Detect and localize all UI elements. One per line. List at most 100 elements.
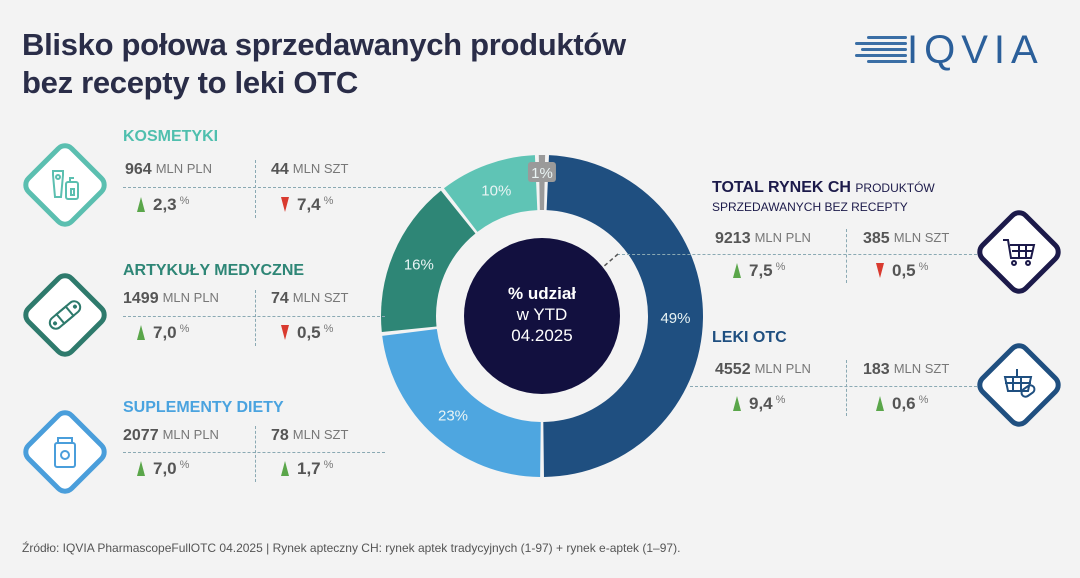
change-pln: 9,4 bbox=[749, 394, 773, 413]
cosmetics-icon bbox=[52, 170, 79, 200]
category-title: ARTYKUŁY MEDYCZNE bbox=[123, 262, 305, 279]
segment-label-bg bbox=[527, 162, 556, 182]
iqvia-logo: IQVIA bbox=[855, 28, 1070, 75]
pct-unit: % bbox=[323, 323, 334, 335]
value-szt: 44 bbox=[271, 161, 289, 178]
donut-label-1: 49% bbox=[660, 310, 690, 327]
donut-label-5: 1% bbox=[531, 165, 553, 182]
kosmetyki-icon-frame bbox=[18, 138, 112, 232]
leki-icon-frame bbox=[972, 338, 1066, 432]
column-divider bbox=[846, 229, 847, 283]
pct-unit: % bbox=[775, 394, 786, 406]
category-title: TOTAL RYNEK CH bbox=[712, 179, 851, 196]
value-pln: 4552 bbox=[715, 361, 751, 378]
pct-unit: % bbox=[179, 195, 190, 207]
supplement-jar-icon bbox=[54, 437, 76, 468]
arrow-down-icon bbox=[281, 325, 289, 340]
donut-segment-3 bbox=[381, 190, 476, 332]
unit-szt: MLN SZT bbox=[292, 427, 349, 442]
connector-total bbox=[617, 254, 982, 255]
arrow-up-icon bbox=[876, 396, 884, 411]
title-line-1: Blisko połowa sprzedawanych produktów bbox=[22, 27, 626, 62]
value-szt: 183 bbox=[863, 361, 890, 378]
value-pln: 1499 bbox=[123, 290, 159, 307]
column-divider bbox=[846, 360, 847, 416]
value-pln: 9213 bbox=[715, 230, 751, 247]
arrow-up-icon bbox=[137, 325, 145, 340]
column-divider bbox=[255, 160, 256, 218]
source-footnote: Źródło: IQVIA PharmascopeFullOTC 04.2025… bbox=[22, 541, 681, 555]
pct-unit: % bbox=[179, 323, 190, 335]
pct-unit: % bbox=[775, 261, 786, 273]
arrow-up-icon bbox=[137, 461, 145, 476]
donut-segment-4 bbox=[443, 155, 538, 232]
donut-segment-2 bbox=[382, 329, 541, 477]
change-szt: 0,5 bbox=[892, 261, 916, 280]
category-subtitle: PRODUKTÓW bbox=[855, 181, 935, 195]
value-szt: 78 bbox=[271, 427, 289, 444]
arrow-up-icon bbox=[733, 396, 741, 411]
center-line-1: % udział bbox=[507, 284, 576, 303]
arrow-up-icon bbox=[137, 197, 145, 212]
unit-szt: MLN SZT bbox=[893, 361, 950, 376]
value-pln: 964 bbox=[125, 161, 152, 178]
connector-kosmetyki bbox=[123, 187, 441, 188]
pct-unit: % bbox=[323, 195, 334, 207]
artykuly-icon-frame bbox=[18, 268, 112, 362]
unit-szt: MLN SZT bbox=[893, 230, 950, 245]
pct-unit: % bbox=[918, 261, 929, 273]
category-title: LEKI OTC bbox=[712, 329, 787, 346]
category-title: SUPLEMENTY DIETY bbox=[123, 399, 284, 416]
unit-pln: MLN PLN bbox=[754, 361, 811, 376]
unit-pln: MLN PLN bbox=[162, 427, 219, 442]
unit-szt: MLN SZT bbox=[292, 161, 349, 176]
column-divider bbox=[255, 290, 256, 346]
change-pln: 2,3 bbox=[153, 195, 177, 214]
logo-bars-icon bbox=[855, 36, 915, 66]
change-pln: 7,5 bbox=[749, 261, 773, 280]
suplementy-icon-frame bbox=[18, 405, 112, 499]
unit-pln: MLN PLN bbox=[162, 290, 219, 305]
donut-segment-1 bbox=[543, 155, 704, 477]
connector-suplementy bbox=[123, 452, 385, 453]
change-szt: 0,6 bbox=[892, 394, 916, 413]
center-line-2: w YTD bbox=[516, 305, 568, 324]
change-szt: 0,5 bbox=[297, 323, 321, 342]
unit-pln: MLN PLN bbox=[155, 161, 213, 176]
arrow-down-icon bbox=[281, 197, 289, 212]
donut-label-3: 16% bbox=[404, 256, 434, 273]
category-title: KOSMETYKI bbox=[123, 128, 219, 145]
value-szt: 385 bbox=[863, 230, 890, 247]
arrow-up-icon bbox=[733, 263, 741, 278]
center-line-3: 04.2025 bbox=[511, 326, 573, 345]
unit-szt: MLN SZT bbox=[292, 290, 349, 305]
connector-leki bbox=[690, 386, 982, 387]
change-pln: 7,0 bbox=[153, 459, 177, 478]
arrow-up-icon bbox=[281, 461, 289, 476]
basket-pills-icon bbox=[1003, 369, 1036, 398]
change-szt: 7,4 bbox=[297, 195, 321, 214]
title-line-2: bez recepty to leki OTC bbox=[22, 65, 358, 100]
value-pln: 2077 bbox=[123, 427, 159, 444]
donut-label-4: 10% bbox=[481, 183, 511, 200]
bandage-icon bbox=[48, 300, 82, 330]
unit-pln: MLN PLN bbox=[754, 230, 811, 245]
logo-text: IQVIA bbox=[907, 28, 1044, 72]
total-icon-frame bbox=[972, 205, 1066, 299]
category-subtitle-2: SPRZEDAWANYCH BEZ RECEPTY bbox=[712, 200, 908, 214]
pct-unit: % bbox=[323, 459, 334, 471]
page-title: Blisko połowa sprzedawanych produktów be… bbox=[22, 26, 626, 102]
value-szt: 74 bbox=[271, 290, 289, 307]
pct-unit: % bbox=[179, 459, 190, 471]
change-szt: 1,7 bbox=[297, 459, 321, 478]
column-divider bbox=[255, 426, 256, 482]
pct-unit: % bbox=[918, 394, 929, 406]
donut-center-label: % udział w YTD 04.2025 bbox=[464, 238, 620, 394]
connector-artykuly bbox=[123, 316, 385, 317]
change-pln: 7,0 bbox=[153, 323, 177, 342]
connector-total-diagonal bbox=[601, 253, 619, 269]
arrow-down-icon bbox=[876, 263, 884, 278]
donut-label-2: 23% bbox=[438, 408, 468, 425]
shopping-cart-icon bbox=[1003, 239, 1036, 266]
